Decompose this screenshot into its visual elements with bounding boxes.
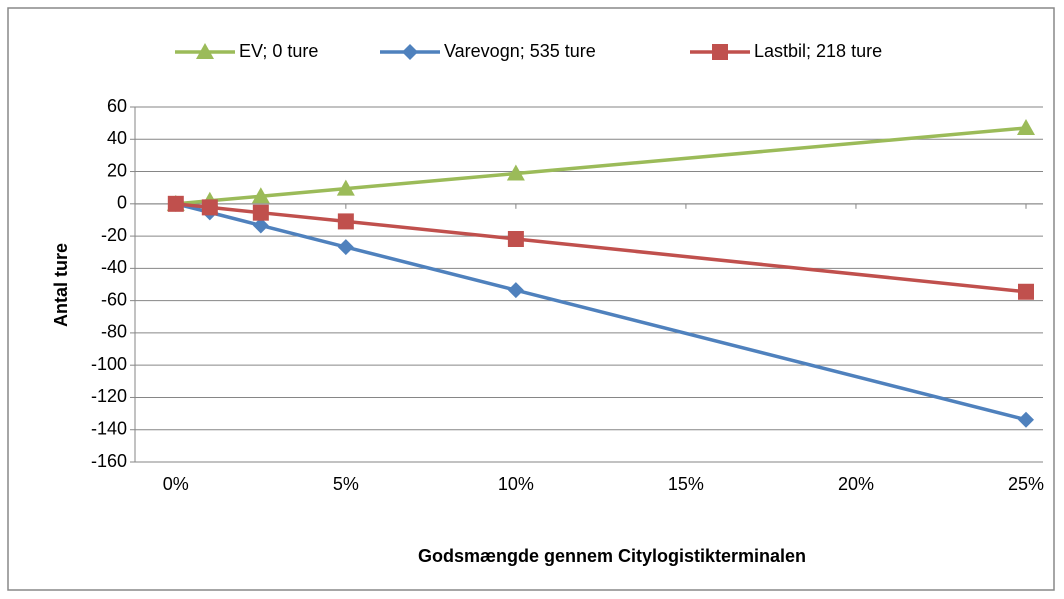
legend-label: Varevogn; 535 ture <box>444 41 596 61</box>
x-tick-label: 0% <box>163 474 189 494</box>
y-axis-title: Antal ture <box>51 243 71 327</box>
y-tick-label: -160 <box>91 451 127 471</box>
marker <box>337 239 354 256</box>
y-tick-label: -60 <box>101 289 127 309</box>
y-tick-label: -120 <box>91 386 127 406</box>
y-tick-label: 60 <box>107 96 127 116</box>
marker <box>252 204 269 221</box>
legend-marker <box>196 43 214 59</box>
y-tick-label: 20 <box>107 160 127 180</box>
legend-marker <box>402 44 418 60</box>
x-tick-label: 25% <box>1008 474 1044 494</box>
y-tick-label: 40 <box>107 128 127 148</box>
y-tick-label: -80 <box>101 322 127 342</box>
legend-label: EV; 0 ture <box>239 41 318 61</box>
y-tick-label: -40 <box>101 257 127 277</box>
x-tick-label: 15% <box>668 474 704 494</box>
marker <box>506 164 525 181</box>
x-tick-label: 10% <box>498 474 534 494</box>
marker <box>337 213 354 230</box>
y-tick-label: -20 <box>101 225 127 245</box>
marker <box>167 195 184 212</box>
x-axis-title: Godsmængde gennem Citylogistikterminalen <box>418 546 806 566</box>
marker <box>251 187 270 204</box>
marker <box>1017 283 1034 300</box>
y-tick-label: 0 <box>117 193 127 213</box>
x-tick-label: 5% <box>333 474 359 494</box>
marker <box>252 217 269 234</box>
marker <box>507 230 524 247</box>
legend-marker <box>712 44 728 60</box>
marker <box>336 179 355 196</box>
marker <box>1017 411 1034 428</box>
y-tick-label: -100 <box>91 354 127 374</box>
legend-label: Lastbil; 218 ture <box>754 41 882 61</box>
marker <box>1016 118 1035 135</box>
x-tick-label: 20% <box>838 474 874 494</box>
marker <box>507 282 524 299</box>
chart-border <box>7 7 1055 591</box>
marker <box>201 199 218 216</box>
y-tick-label: -140 <box>91 418 127 438</box>
